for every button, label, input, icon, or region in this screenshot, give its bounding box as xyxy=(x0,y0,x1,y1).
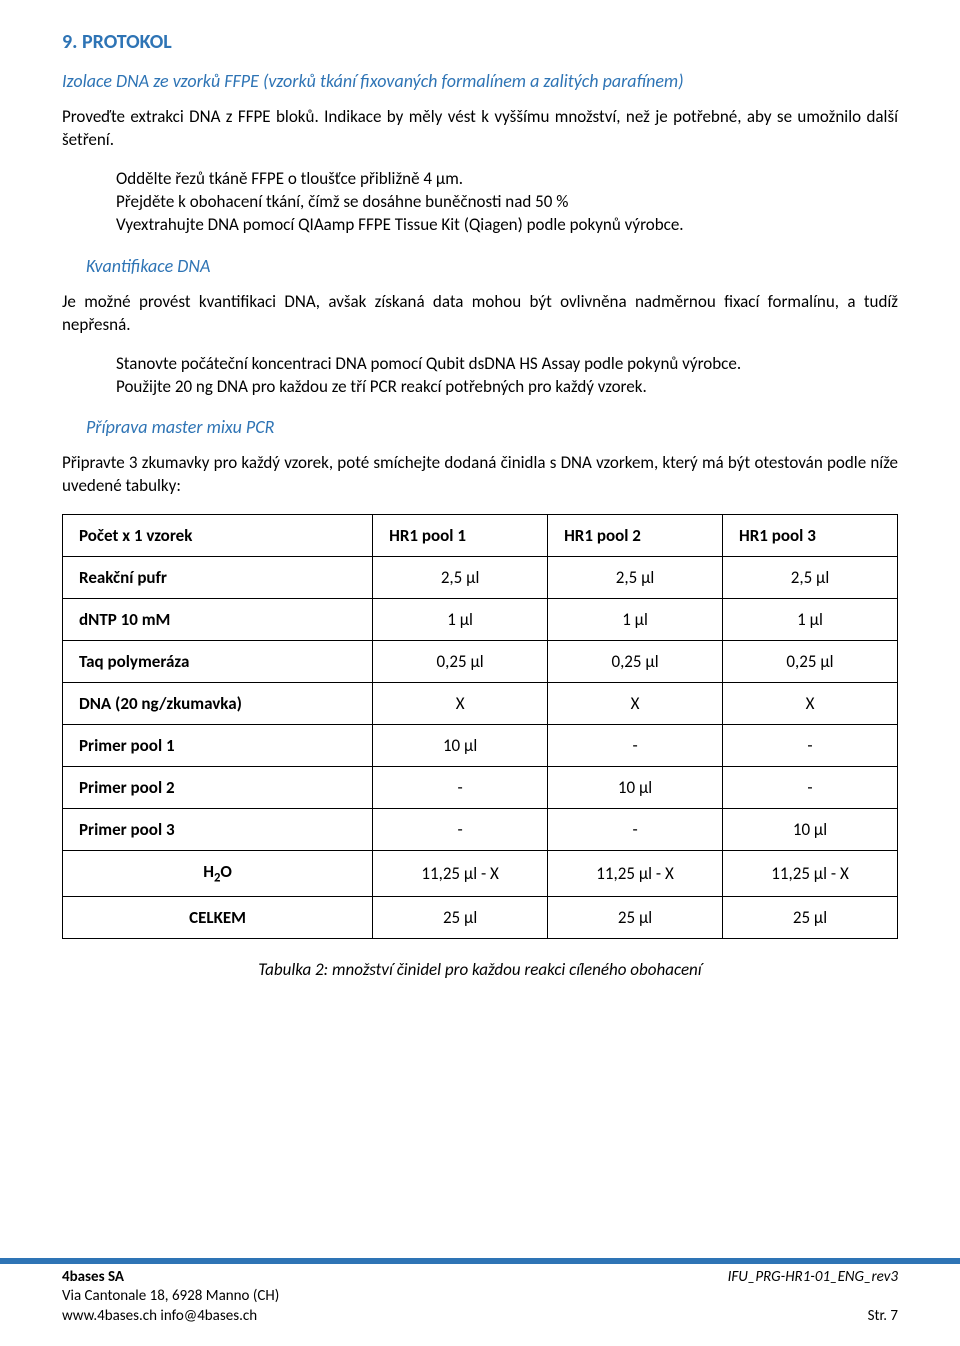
footer-doc-ref: IFU_PRG-HR1-01_ENG_rev3 xyxy=(728,1268,898,1288)
table-cell: 0,25 µl xyxy=(373,641,548,683)
table-cell: - xyxy=(548,725,723,767)
table-row: Reakční pufr2,5 µl2,5 µl2,5 µl xyxy=(63,557,898,599)
table-cell: 1 µl xyxy=(548,599,723,641)
table-cell: 25 µl xyxy=(723,896,898,938)
table-cell: 0,25 µl xyxy=(548,641,723,683)
table-cell: 25 µl xyxy=(548,896,723,938)
paragraph: Připravte 3 zkumavky pro každý vzorek, p… xyxy=(62,452,898,498)
table-cell-label: Primer pool 1 xyxy=(63,725,373,767)
table-cell: - xyxy=(373,809,548,851)
table-cell: 10 µl xyxy=(548,767,723,809)
table-cell: 2,5 µl xyxy=(723,557,898,599)
table-cell: 25 µl xyxy=(373,896,548,938)
table-cell-label: Primer pool 3 xyxy=(63,809,373,851)
text-line: Použijte 20 ng DNA pro každou ze tří PCR… xyxy=(116,376,898,399)
text-line: Oddělte řezů tkáně FFPE o tloušťce přibl… xyxy=(116,168,898,191)
table-header-cell: HR1 pool 2 xyxy=(548,515,723,557)
footer-company: 4bases SA xyxy=(62,1268,279,1288)
section-heading: 9. PROTOKOL xyxy=(62,30,898,54)
reagent-table: Počet x 1 vzorek HR1 pool 1 HR1 pool 2 H… xyxy=(62,514,898,938)
table-row: Primer pool 3--10 µl xyxy=(63,809,898,851)
table-cell-label: dNTP 10 mM xyxy=(63,599,373,641)
table-cell: - xyxy=(723,767,898,809)
table-cell: 11,25 µl - X xyxy=(373,851,548,896)
table-cell: 11,25 µl - X xyxy=(548,851,723,896)
indented-block: Stanovte počáteční koncentraci DNA pomoc… xyxy=(116,353,898,399)
table-cell: 10 µl xyxy=(723,809,898,851)
subheading-mastermix: Příprava master mixu PCR xyxy=(86,416,898,438)
table-cell-label: DNA (20 ng/zkumavka) xyxy=(63,683,373,725)
table-caption: Tabulka 2: množství činidel pro každou r… xyxy=(62,959,898,980)
table-cell: 10 µl xyxy=(373,725,548,767)
footer-page-number: Str. 7 xyxy=(728,1307,898,1327)
table-header-cell: Počet x 1 vzorek xyxy=(63,515,373,557)
subheading-quantification: Kvantifikace DNA xyxy=(86,255,898,277)
table-cell: - xyxy=(373,767,548,809)
paragraph: Proveďte extrakci DNA z FFPE bloků. Indi… xyxy=(62,106,898,152)
table-cell: 0,25 µl xyxy=(723,641,898,683)
subheading-isolation: Izolace DNA ze vzorků FFPE (vzorků tkání… xyxy=(62,70,898,92)
table-row: CELKEM25 µl25 µl25 µl xyxy=(63,896,898,938)
text-line: Vyextrahujte DNA pomocí QIAamp FFPE Tiss… xyxy=(62,214,898,237)
footer-address: Via Cantonale 18, 6928 Manno (CH) xyxy=(62,1287,279,1307)
table-cell: 11,25 µl - X xyxy=(723,851,898,896)
table-cell-label: CELKEM xyxy=(63,896,373,938)
page-footer: 4bases SA Via Cantonale 18, 6928 Manno (… xyxy=(0,1258,960,1327)
footer-left-block: 4bases SA Via Cantonale 18, 6928 Manno (… xyxy=(62,1268,279,1327)
table-cell: 2,5 µl xyxy=(373,557,548,599)
text-line: Přejděte k obohacení tkání, čímž se dosá… xyxy=(116,191,898,214)
table-row: Primer pool 110 µl-- xyxy=(63,725,898,767)
table-cell: 2,5 µl xyxy=(548,557,723,599)
table-row: DNA (20 ng/zkumavka)XXX xyxy=(63,683,898,725)
table-cell: X xyxy=(548,683,723,725)
table-cell: - xyxy=(723,725,898,767)
table-cell: X xyxy=(373,683,548,725)
paragraph: Je možné provést kvantifikaci DNA, avšak… xyxy=(62,291,898,337)
table-row: H2O11,25 µl - X11,25 µl - X11,25 µl - X xyxy=(63,851,898,896)
footer-web: www.4bases.ch info@4bases.ch xyxy=(62,1307,279,1327)
table-cell-label: H2O xyxy=(63,851,373,896)
table-cell: 1 µl xyxy=(723,599,898,641)
indented-block: Oddělte řezů tkáně FFPE o tloušťce přibl… xyxy=(116,168,898,237)
table-cell-label: Primer pool 2 xyxy=(63,767,373,809)
table-header-cell: HR1 pool 3 xyxy=(723,515,898,557)
table-row: Taq polymeráza0,25 µl0,25 µl0,25 µl xyxy=(63,641,898,683)
table-cell: - xyxy=(548,809,723,851)
table-row: dNTP 10 mM1 µl1 µl1 µl xyxy=(63,599,898,641)
table-header-row: Počet x 1 vzorek HR1 pool 1 HR1 pool 2 H… xyxy=(63,515,898,557)
text-line: Stanovte počáteční koncentraci DNA pomoc… xyxy=(62,353,741,374)
table-cell: 1 µl xyxy=(373,599,548,641)
table-cell: X xyxy=(723,683,898,725)
table-row: Primer pool 2-10 µl- xyxy=(63,767,898,809)
table-header-cell: HR1 pool 1 xyxy=(373,515,548,557)
footer-right-block: IFU_PRG-HR1-01_ENG_rev3 Str. 7 xyxy=(728,1268,898,1327)
table-cell-label: Reakční pufr xyxy=(63,557,373,599)
table-cell-label: Taq polymeráza xyxy=(63,641,373,683)
